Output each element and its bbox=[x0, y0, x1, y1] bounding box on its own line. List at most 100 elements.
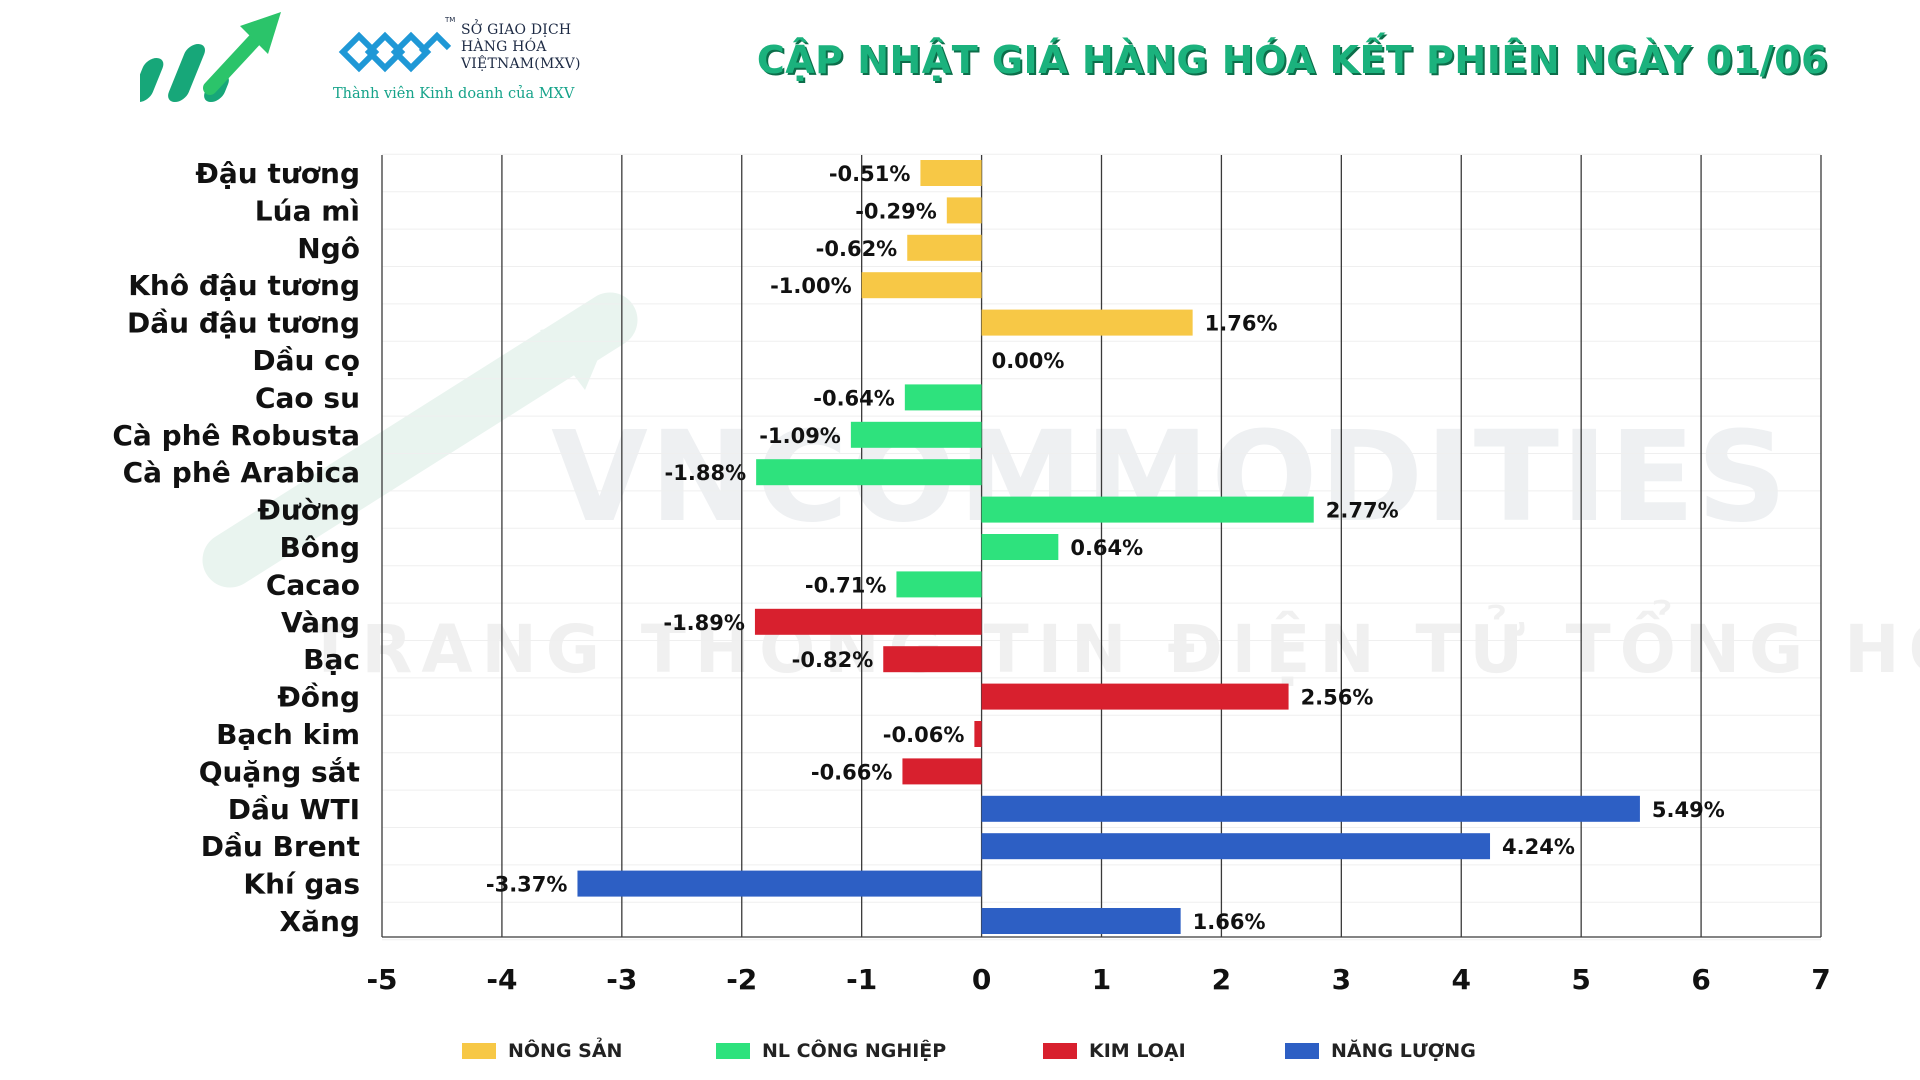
bar bbox=[861, 272, 982, 299]
x-tick-label: -4 bbox=[486, 963, 517, 996]
chart-legend: NÔNG SẢN NL CÔNG NGHIỆP KIM LOẠI NĂNG LƯỢNG bbox=[0, 1040, 1920, 1070]
watermark-arrow-icon bbox=[202, 292, 638, 588]
exchange-line: HÀNG HÓA bbox=[461, 39, 547, 55]
data-label: -0.82% bbox=[792, 648, 874, 672]
data-label: 2.77% bbox=[1326, 499, 1399, 523]
legend-label: NL CÔNG NGHIỆP bbox=[762, 1040, 947, 1062]
exchange-logo: SỞ GIAO DỊCH HÀNG HÓA VIỆTNAM(MXV) TM Th… bbox=[333, 16, 583, 112]
legend-label: KIM LOẠI bbox=[1089, 1040, 1186, 1062]
data-label: 2.56% bbox=[1301, 686, 1374, 710]
category-label: Bạc bbox=[303, 643, 360, 676]
bar bbox=[577, 870, 982, 897]
x-tick-label: 7 bbox=[1811, 963, 1830, 996]
bar bbox=[850, 421, 982, 448]
bar bbox=[981, 309, 1193, 336]
bar bbox=[981, 496, 1314, 523]
data-label: -1.00% bbox=[770, 274, 852, 298]
data-label: -3.37% bbox=[486, 873, 568, 897]
category-label: Xăng bbox=[280, 905, 360, 938]
data-label: 0.00% bbox=[992, 349, 1065, 373]
data-label: -1.09% bbox=[759, 424, 841, 448]
bar bbox=[981, 795, 1640, 822]
x-tick-label: -2 bbox=[726, 963, 757, 996]
x-tick-label: -5 bbox=[366, 963, 397, 996]
category-label: Cà phê Robusta bbox=[112, 419, 360, 452]
category-label: Khí gas bbox=[243, 868, 360, 901]
bar bbox=[981, 833, 1491, 860]
member-caption: Thành viên Kinh doanh của MXV bbox=[333, 86, 575, 102]
data-label: 0.64% bbox=[1070, 536, 1143, 560]
data-label: -0.29% bbox=[855, 199, 937, 223]
category-label: Ngô bbox=[297, 232, 360, 265]
x-tick-label: 0 bbox=[972, 963, 991, 996]
x-tick-label: 3 bbox=[1332, 963, 1351, 996]
legend-swatch bbox=[1043, 1043, 1077, 1059]
bar bbox=[756, 459, 982, 486]
category-label: Đậu tương bbox=[195, 157, 360, 190]
category-label: Đồng bbox=[277, 681, 360, 714]
bar bbox=[974, 721, 982, 747]
category-label: Lúa mì bbox=[255, 194, 360, 227]
watermark-subtext: TRANG THÔNG TIN ĐIỆN TỬ TỔNG HỢP bbox=[308, 600, 1920, 688]
category-label: Đường bbox=[257, 494, 360, 527]
data-label: -1.88% bbox=[665, 461, 747, 485]
category-label: Cao su bbox=[255, 381, 360, 414]
legend-item-kim-loai: KIM LOẠI bbox=[1043, 1040, 1186, 1062]
exchange-name: SỞ GIAO DỊCH HÀNG HÓA VIỆTNAM(MXV) bbox=[461, 22, 581, 73]
category-label: Cacao bbox=[266, 568, 360, 601]
x-tick-label: 6 bbox=[1691, 963, 1710, 996]
category-label: Khô đậu tương bbox=[128, 269, 360, 302]
header: SỞ GIAO DỊCH HÀNG HÓA VIỆTNAM(MXV) TM Th… bbox=[0, 0, 1920, 120]
bar bbox=[981, 534, 1059, 560]
category-label: Bông bbox=[279, 531, 360, 564]
category-label: Bạch kim bbox=[216, 718, 360, 751]
category-label: Dầu Brent bbox=[201, 830, 360, 863]
data-label: 1.66% bbox=[1193, 910, 1266, 934]
data-label: -0.62% bbox=[816, 237, 898, 261]
category-label: Dầu đậu tương bbox=[127, 307, 360, 340]
x-tick-label: 4 bbox=[1452, 963, 1471, 996]
legend-item-nl-cong-nghiep: NL CÔNG NGHIỆP bbox=[716, 1040, 946, 1062]
bar bbox=[920, 160, 982, 186]
category-label: Quặng sắt bbox=[199, 755, 360, 788]
legend-label: NĂNG LƯỢNG bbox=[1331, 1040, 1476, 1062]
x-tick-label: 5 bbox=[1571, 963, 1590, 996]
category-label: Dầu cọ bbox=[252, 344, 360, 377]
legend-swatch bbox=[1285, 1043, 1319, 1059]
data-label: -0.66% bbox=[811, 760, 893, 784]
category-label: Cà phê Arabica bbox=[123, 456, 360, 489]
bar bbox=[981, 908, 1181, 934]
legend-item-nong-san: NÔNG SẢN bbox=[462, 1040, 622, 1062]
legend-label: NÔNG SẢN bbox=[508, 1040, 623, 1062]
data-label: -0.64% bbox=[813, 386, 895, 410]
bar bbox=[896, 571, 982, 598]
x-tick-label: 2 bbox=[1212, 963, 1231, 996]
bar bbox=[981, 683, 1289, 710]
bar bbox=[946, 197, 982, 224]
data-label: -0.06% bbox=[883, 723, 965, 747]
category-label: Dầu WTI bbox=[228, 793, 360, 826]
data-label: 1.76% bbox=[1205, 312, 1278, 336]
exchange-line: VIỆTNAM(MXV) bbox=[461, 56, 581, 72]
bar bbox=[902, 758, 982, 785]
bar bbox=[883, 646, 982, 673]
legend-item-nang-luong: NĂNG LƯỢNG bbox=[1285, 1040, 1476, 1062]
bar bbox=[907, 234, 982, 261]
company-logo-icon bbox=[140, 12, 281, 102]
x-tick-label: -1 bbox=[846, 963, 877, 996]
exchange-line: SỞ GIAO DỊCH bbox=[461, 22, 572, 38]
bar bbox=[754, 608, 982, 635]
x-tick-label: 1 bbox=[1092, 963, 1111, 996]
watermark-arrow-head-icon bbox=[540, 318, 615, 390]
x-tick-label: -3 bbox=[606, 963, 637, 996]
data-label: -0.51% bbox=[829, 162, 911, 186]
data-label: -0.71% bbox=[805, 573, 887, 597]
category-label: Vàng bbox=[281, 606, 360, 639]
trademark: TM bbox=[445, 16, 456, 24]
data-label: -1.89% bbox=[663, 611, 745, 635]
page-title: CẬP NHẬT GIÁ HÀNG HÓA KẾT PHIÊN NGÀY 01/… bbox=[756, 38, 1828, 82]
data-label: 5.49% bbox=[1652, 798, 1725, 822]
legend-swatch bbox=[716, 1043, 750, 1059]
mxv-logo-icon bbox=[338, 31, 451, 73]
